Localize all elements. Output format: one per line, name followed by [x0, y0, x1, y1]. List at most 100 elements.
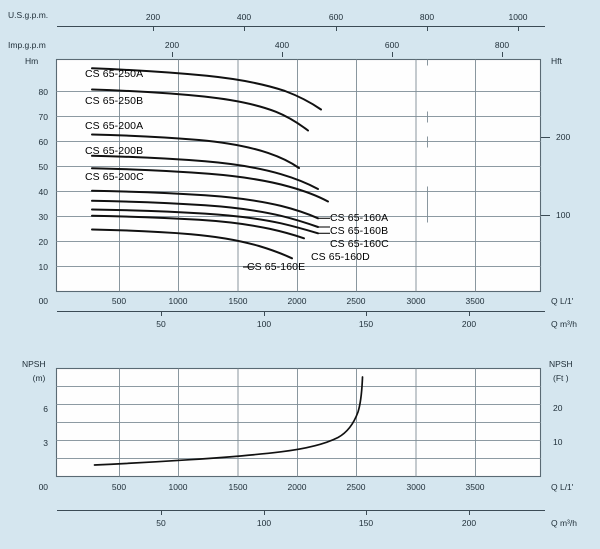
npsh-xtick2-150: 150: [358, 518, 374, 528]
npsh-xtick-0: 0: [38, 482, 44, 492]
npsh-xaxis2-line: [57, 510, 545, 512]
head-xtick-500: 500: [111, 296, 127, 306]
npsh-xtick2-200: 200: [461, 518, 477, 528]
npsh-axis-unit-left: (m): [32, 373, 46, 383]
head-xaxis2-label: Q m³/h: [551, 319, 577, 329]
imp-gpm-tick-800: 800: [494, 40, 510, 50]
npsh-xaxis2-tick-150: [366, 510, 367, 515]
npsh-ytick-right-10: 10: [553, 437, 563, 447]
us-gpm-tick-400: 400: [236, 12, 252, 22]
curve-label-cs-65-200a: CS 65-200A: [85, 120, 144, 132]
imp-gpm-tick-mark-400: [282, 52, 283, 57]
head-plot-area: [55, 58, 542, 293]
npsh-xaxis2-label: Q m³/h: [551, 518, 577, 528]
npsh-xtick-500: 500: [111, 482, 127, 492]
curve-cs-65-200c: [91, 167, 329, 203]
head-ytick-70: 70: [38, 112, 48, 122]
npsh-xtick-3000: 3000: [406, 482, 426, 492]
head-ytick-0: 0: [43, 296, 48, 306]
curve-cs-65-200b: [91, 154, 319, 190]
head-xtick-1000: 1000: [168, 296, 188, 306]
npsh-xtick2-50: 50: [156, 518, 166, 528]
us-gpm-tick-mark-600: [336, 26, 337, 31]
us-gpm-tick-mark-200: [153, 26, 154, 31]
curve-npsh: [93, 376, 364, 466]
npsh-xaxis2-tick-50: [161, 510, 162, 515]
head-right-tick-mark-200: [541, 137, 550, 139]
curve-cs-65-200a: [91, 133, 300, 169]
npsh-xtick-1000: 1000: [168, 482, 188, 492]
curve-cs-65-160b: [91, 199, 319, 228]
head-ytick-60: 60: [38, 137, 48, 147]
imp-gpm-tick-600: 600: [384, 40, 400, 50]
head-ytick-50: 50: [38, 162, 48, 172]
curve-cs-65-160c: [91, 208, 319, 235]
head-axis-label-right: Hft: [551, 56, 562, 66]
curve-label-cs-65-200c: CS 65-200C: [85, 171, 144, 183]
head-ytick-10: 10: [38, 262, 48, 272]
head-axis-label-left: Hm: [25, 56, 39, 66]
curve-cs-65-250b: [91, 88, 309, 132]
head-xtick2-200: 200: [461, 319, 477, 329]
head-ytick-right-100: 100: [556, 210, 571, 220]
head-xaxis2-tick-200: [469, 311, 470, 316]
curve-cs-65-160e: [91, 228, 293, 260]
head-right-tick-mark-100: [541, 215, 550, 217]
head-ytick-40: 40: [38, 187, 48, 197]
npsh-xaxis2-tick-100: [264, 510, 265, 515]
npsh-gridlines-horizontal: [56, 386, 541, 459]
us-gpm-tick-1000: 1000: [508, 12, 528, 22]
npsh-xtick-2000: 2000: [287, 482, 307, 492]
head-ytick-right-200: 200: [556, 132, 571, 142]
curve-label-cs-65-250b: CS 65-250B: [85, 95, 144, 107]
head-xaxis2-tick-50: [161, 311, 162, 316]
head-ytick-80: 80: [38, 87, 48, 97]
head-xtick2-100: 100: [256, 319, 272, 329]
curve-label-cs-65-160e: CS 65-160E: [247, 261, 306, 273]
head-xtick-0: 0: [38, 296, 44, 306]
npsh-xaxis-label: Q L/1': [551, 482, 574, 492]
us-gpm-tick-mark-800: [427, 26, 428, 31]
curve-cs-65-250a: [91, 67, 322, 111]
head-gridlines-vertical: [119, 59, 476, 292]
head-xtick-2000: 2000: [287, 296, 307, 306]
npsh-xtick-2500: 2500: [346, 482, 366, 492]
npsh-xtick-3500: 3500: [465, 482, 485, 492]
curve-label-cs-65-250a: CS 65-250A: [85, 68, 144, 80]
npsh-ytick-right-20: 20: [553, 403, 563, 413]
us-gpm-tick-mark-400: [244, 26, 245, 31]
curve-label-cs-65-160a: CS 65-160A: [330, 212, 389, 224]
imp-gpm-tick-mark-200: [172, 52, 173, 57]
head-xtick-2500: 2500: [346, 296, 366, 306]
imp-gpm-tick-mark-800: [502, 52, 503, 57]
npsh-xtick2-100: 100: [256, 518, 272, 528]
imp-gpm-tick-mark-600: [392, 52, 393, 57]
head-ytick-20: 20: [38, 237, 48, 247]
imp-gpm-axis-label: Imp.g.p.m: [8, 40, 46, 50]
npsh-gridlines-vertical: [119, 368, 476, 477]
head-xaxis2-tick-100: [264, 311, 265, 316]
us-gpm-tick-600: 600: [328, 12, 344, 22]
us-gpm-tick-200: 200: [145, 12, 161, 22]
head-xaxis-label: Q L/1': [551, 296, 574, 306]
npsh-xaxis2-tick-200: [469, 510, 470, 515]
curve-label-cs-65-200b: CS 65-200B: [85, 145, 144, 157]
curve-label-cs-65-160d: CS 65-160D: [311, 251, 370, 263]
npsh-ytick-6: 6: [43, 404, 48, 414]
head-xtick2-150: 150: [358, 319, 374, 329]
curve-label-cs-65-160c: CS 65-160C: [330, 238, 389, 250]
us-gpm-tick-mark-1000: [518, 26, 519, 31]
us-gpm-axis-line: [57, 26, 545, 28]
head-xtick2-50: 50: [156, 319, 166, 329]
us-gpm-tick-800: 800: [419, 12, 435, 22]
curve-cs-65-160a: [91, 189, 319, 220]
head-xaxis2-line: [57, 311, 545, 313]
npsh-xtick-1500: 1500: [228, 482, 248, 492]
head-ytick-30: 30: [38, 212, 48, 222]
head-xtick-1500: 1500: [228, 296, 248, 306]
npsh-axis-label-right: NPSH: [549, 359, 573, 369]
imp-gpm-tick-400: 400: [274, 40, 290, 50]
npsh-ytick-0: 0: [43, 482, 48, 492]
